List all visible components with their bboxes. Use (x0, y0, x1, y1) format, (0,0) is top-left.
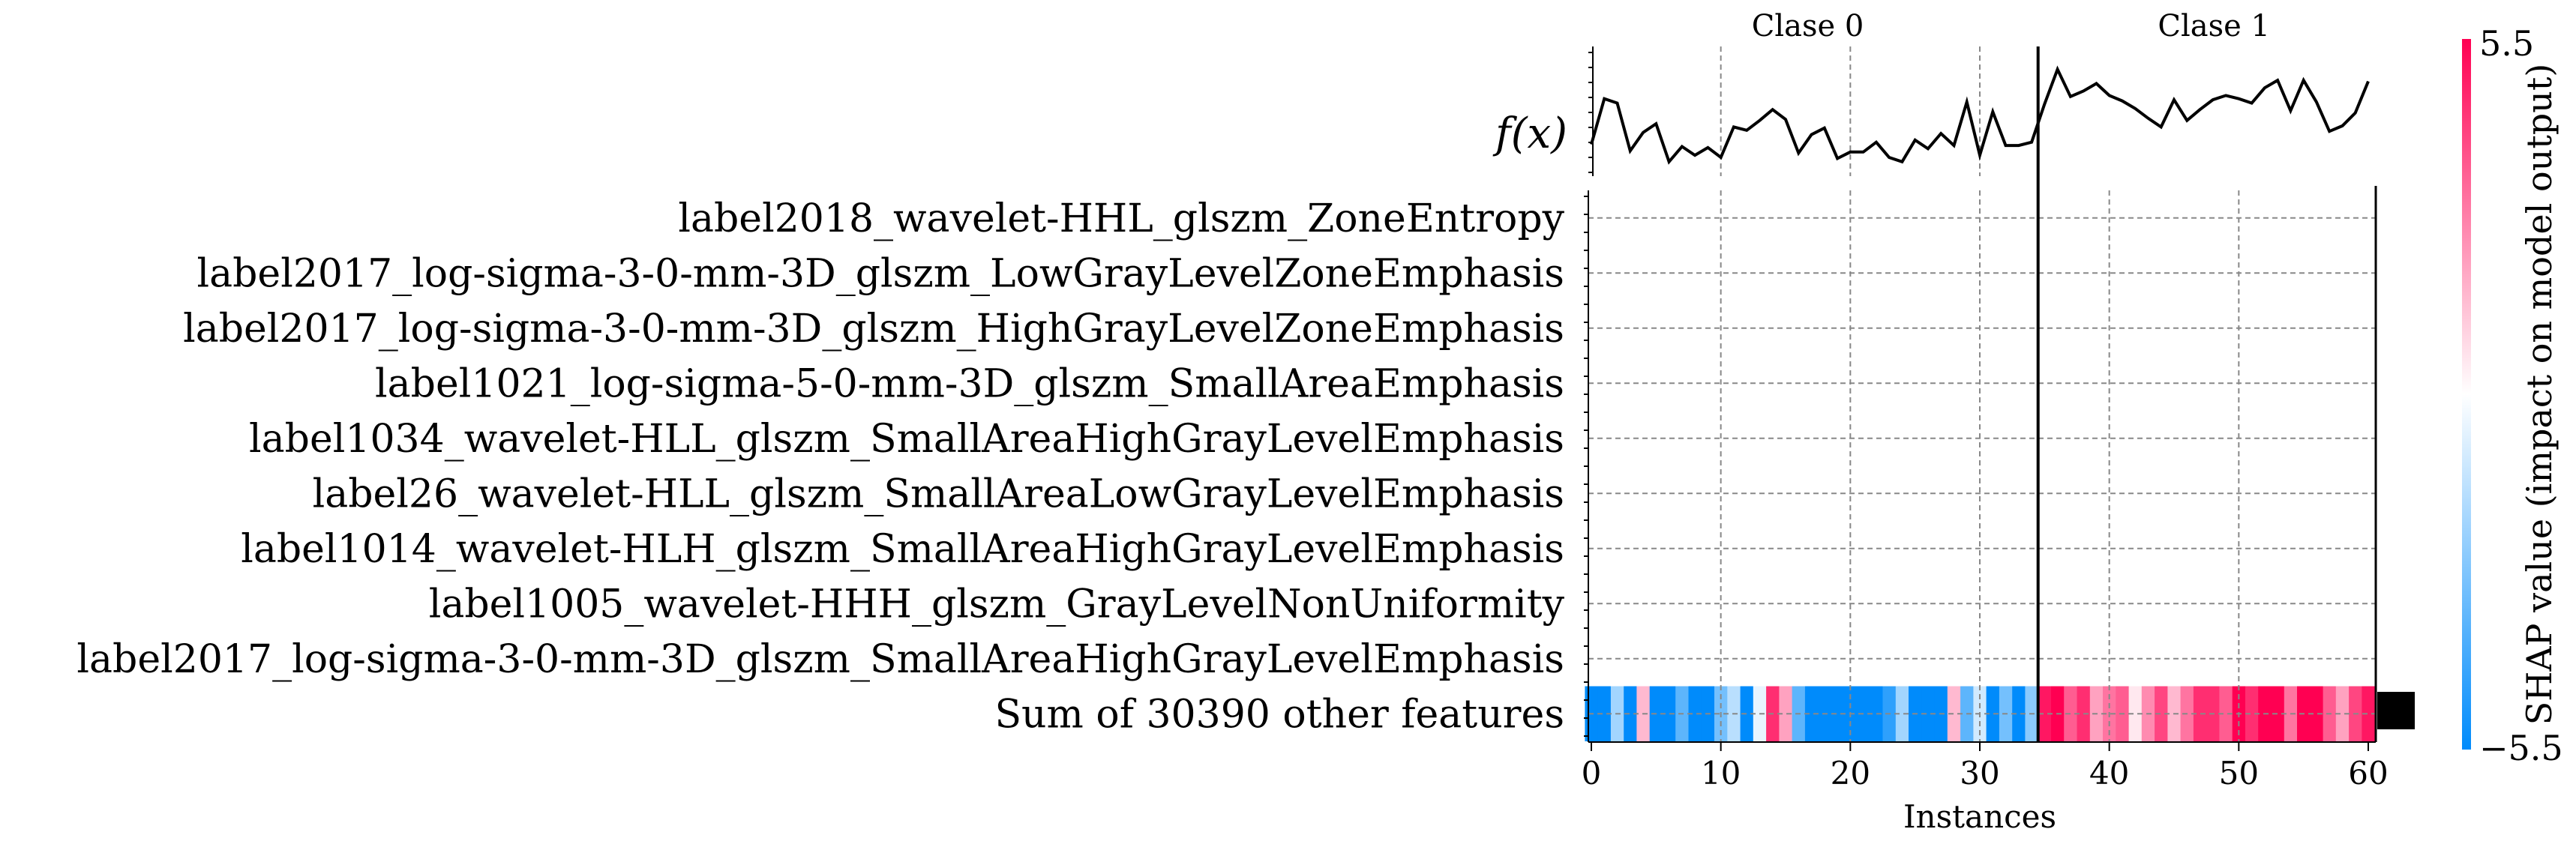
feature-label: label2017_log-sigma-3-0-mm-3D_glszm_High… (183, 307, 1564, 352)
feature-label: label1005_wavelet-HHH_glszm_GrayLevelNon… (429, 582, 1565, 627)
sum-row-cell (1663, 686, 1676, 741)
fx-label: f(x) (1492, 109, 1567, 158)
sum-row-cell (2038, 686, 2052, 741)
feature-label: label1014_wavelet-HLH_glszm_SmallAreaHig… (241, 527, 1564, 572)
fx-gridlines (1720, 46, 1981, 176)
sum-row-cell (1779, 686, 1793, 741)
sum-row-cell (2012, 686, 2026, 741)
sum-row-cell (2219, 686, 2233, 741)
x-tick-label: 50 (2219, 755, 2259, 792)
class-labels: Clase 0 Clase 1 (1752, 9, 2270, 43)
sum-row-cells (1585, 686, 2376, 741)
feature-label: label1034_wavelet-HLL_glszm_SmallAreaHig… (249, 417, 1564, 462)
x-tick-label: 20 (1831, 755, 1870, 792)
sum-row-cell (1804, 686, 1819, 741)
class-label: Clase 0 (1752, 9, 1864, 43)
sum-row-cell (2271, 686, 2285, 741)
x-tick-label: 30 (1960, 755, 1999, 792)
feature-label: label2017_log-sigma-3-0-mm-3D_glszm_LowG… (197, 251, 1564, 296)
sum-row-cell (1895, 686, 1909, 741)
x-axis-ticks: 0 10 20 30 40 50 60 (1582, 742, 2389, 792)
colorbar: 5.5 −5.5 SHAP value (impact on model out… (2462, 23, 2563, 768)
sum-row-cell (2064, 686, 2078, 741)
fx-panel: f(x) (1492, 46, 2370, 176)
sum-row-cell (1831, 686, 1845, 741)
sum-row-cell (2335, 686, 2350, 741)
feature-label: Sum of 30390 other features (994, 692, 1564, 737)
heatmap-minor-ticks (1584, 196, 1588, 737)
sum-row-cell (1624, 686, 1638, 741)
class-label: Clase 1 (2158, 9, 2270, 43)
feature-label: label2017_log-sigma-3-0-mm-3D_glszm_Smal… (76, 637, 1564, 682)
sum-row-cell (2245, 686, 2259, 741)
heatmap-gridlines (1588, 190, 2376, 742)
feature-label: label26_wavelet-HLL_glszm_SmallAreaLowGr… (313, 471, 1564, 516)
colorbar-min-label: −5.5 (2479, 728, 2563, 768)
feature-label: label1021_log-sigma-5-0-mm-3D_glszm_Smal… (375, 361, 1564, 406)
sum-row-cell (1947, 686, 1961, 741)
feature-importance-bar (2377, 692, 2415, 729)
colorbar-gradient (2462, 39, 2471, 750)
x-tick-label: 40 (2089, 755, 2129, 792)
sum-row-cell (1597, 686, 1612, 741)
x-axis-title: Instances (1903, 798, 2056, 835)
feature-label: label2018_wavelet-HHL_glszm_ZoneEntropy (678, 196, 1564, 241)
sum-row-cell (1688, 686, 1702, 741)
sum-row-cell (2310, 686, 2324, 741)
colorbar-max-label: 5.5 (2479, 23, 2534, 64)
heatmap-panel: label2018_wavelet-HHL_glszm_ZoneEntropyl… (76, 186, 2415, 835)
sum-row-cell (2155, 686, 2168, 741)
sum-row-cell (1740, 686, 1754, 741)
sum-row-cell (1986, 686, 2000, 741)
sum-row-cell (2193, 686, 2207, 741)
sum-row-cell (2128, 686, 2143, 741)
sum-row-cell (2362, 686, 2376, 741)
fx-line (1590, 65, 2370, 165)
sum-row-cell (1921, 686, 1936, 741)
x-tick-label: 60 (2348, 755, 2388, 792)
colorbar-title: SHAP value (impact on model output) (2519, 64, 2560, 726)
fx-minor-ticks (1588, 52, 1593, 173)
feature-labels: label2018_wavelet-HHL_glszm_ZoneEntropyl… (76, 196, 1564, 738)
x-tick-label: 0 (1582, 755, 1602, 792)
x-tick-label: 10 (1701, 755, 1741, 792)
